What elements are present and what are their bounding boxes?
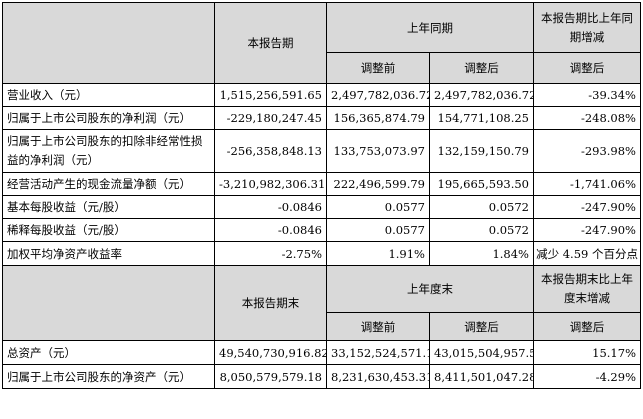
change-value: -293.98% <box>533 129 641 173</box>
prior-period-header: 上年同期 <box>326 2 534 53</box>
row-label: 总资产（元） <box>2 340 215 365</box>
row-label: 加权平均净资产收益率 <box>2 241 215 266</box>
before-value: 133,753,073.97 <box>326 129 430 173</box>
after-value: 2,497,782,036.72 <box>429 83 534 107</box>
after-value: 43,015,504,957.52 <box>429 340 534 365</box>
current-value: -3,210,982,306.31 <box>214 172 327 196</box>
blank-header-cell <box>2 265 215 341</box>
change-after-header: 调整后 <box>533 312 641 341</box>
after-value: 1.84% <box>429 241 534 266</box>
table-row: 归属于上市公司股东的净资产（元） 8,050,579,579.18 8,231,… <box>2 364 641 389</box>
before-value: 8,231,630,453.31 <box>326 364 430 389</box>
row-label: 营业收入（元） <box>2 83 215 107</box>
change-after-header: 调整后 <box>533 52 641 84</box>
prior-year-end-header: 上年度末 <box>326 265 534 313</box>
change-value: -4.29% <box>533 364 641 389</box>
after-value: 154,771,108.25 <box>429 106 534 130</box>
row-label: 归属于上市公司股东的扣除非经常性损益的净利润（元） <box>2 129 215 173</box>
current-value: -2.75% <box>214 241 327 266</box>
current-value: 49,540,730,916.82 <box>214 340 327 365</box>
current-value: -256,358,848.13 <box>214 129 327 173</box>
before-value: 33,152,524,571.18 <box>326 340 430 365</box>
table-row: 经营活动产生的现金流量净额（元） -3,210,982,306.31 222,4… <box>2 172 641 196</box>
table-row: 归属于上市公司股东的扣除非经常性损益的净利润（元） -256,358,848.1… <box>2 129 641 173</box>
row-label: 归属于上市公司股东的净利润（元） <box>2 106 215 130</box>
change-value: 减少 4.59 个百分点 <box>533 241 641 266</box>
change-header: 本报告期末比上年度末增减 <box>533 265 641 313</box>
before-value: 0.0577 <box>326 195 430 219</box>
header-row-2: 本报告期末 上年度末 本报告期末比上年度末增减 <box>2 265 641 341</box>
row-label: 归属于上市公司股东的净资产（元） <box>2 364 215 389</box>
after-adjust-header: 调整后 <box>429 312 534 341</box>
after-adjust-header: 调整后 <box>429 52 534 84</box>
blank-header-cell <box>2 2 215 84</box>
table-row: 加权平均净资产收益率 -2.75% 1.91% 1.84% 减少 4.59 个百… <box>2 241 641 266</box>
current-value: 8,050,579,579.18 <box>214 364 327 389</box>
before-adjust-header: 调整前 <box>326 52 430 84</box>
header-row-2b: 调整前 调整后 调整后 <box>3 312 641 341</box>
change-value: -39.34% <box>533 83 641 107</box>
before-value: 222,496,599.79 <box>326 172 430 196</box>
current-period-header: 本报告期 <box>214 2 327 84</box>
current-value: -0.0846 <box>214 218 327 242</box>
row-label: 基本每股收益（元/股） <box>2 195 215 219</box>
before-value: 0.0577 <box>326 218 430 242</box>
header-row-1b: 调整前 调整后 调整后 <box>3 52 641 84</box>
after-value: 8,411,501,047.28 <box>429 364 534 389</box>
before-adjust-header: 调整前 <box>326 312 430 341</box>
after-value: 195,665,593.50 <box>429 172 534 196</box>
table-row: 归属于上市公司股东的净利润（元） -229,180,247.45 156,365… <box>2 106 641 130</box>
current-value: -0.0846 <box>214 195 327 219</box>
change-value: -247.90% <box>533 195 641 219</box>
row-label: 经营活动产生的现金流量净额（元） <box>2 172 215 196</box>
after-value: 0.0572 <box>429 218 534 242</box>
before-value: 2,497,782,036.72 <box>326 83 430 107</box>
table-row: 营业收入（元） 1,515,256,591.65 2,497,782,036.7… <box>2 83 641 107</box>
table-row: 稀释每股收益（元/股） -0.0846 0.0577 0.0572 -247.9… <box>2 218 641 242</box>
after-value: 0.0572 <box>429 195 534 219</box>
table-row: 基本每股收益（元/股） -0.0846 0.0577 0.0572 -247.9… <box>2 195 641 219</box>
current-value: 1,515,256,591.65 <box>214 83 327 107</box>
header-row-1: 本报告期 上年同期 本报告期比上年同期增减 <box>2 2 641 84</box>
change-value: -247.90% <box>533 218 641 242</box>
after-value: 132,159,150.79 <box>429 129 534 173</box>
before-value: 1.91% <box>326 241 430 266</box>
before-value: 156,365,874.79 <box>326 106 430 130</box>
change-value: 15.17% <box>533 340 641 365</box>
change-header: 本报告期比上年同期增减 <box>533 2 641 53</box>
change-value: -248.08% <box>533 106 641 130</box>
current-value: -229,180,247.45 <box>214 106 327 130</box>
row-label: 稀释每股收益（元/股） <box>2 218 215 242</box>
table-row: 总资产（元） 49,540,730,916.82 33,152,524,571.… <box>2 340 641 365</box>
financial-data-table: 本报告期 上年同期 本报告期比上年同期增减 调整前 调整后 调整后 营业收入（元… <box>2 2 641 389</box>
period-end-header: 本报告期末 <box>214 265 327 341</box>
change-value: -1,741.06% <box>533 172 641 196</box>
